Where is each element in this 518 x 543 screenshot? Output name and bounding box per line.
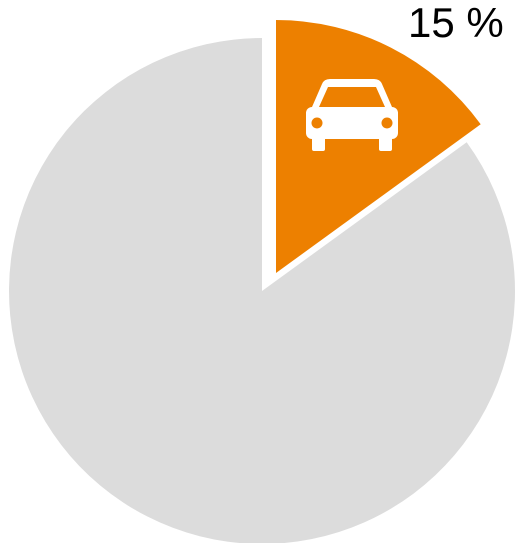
pie-slice-1 <box>8 38 515 543</box>
slice-label-car: 15 % <box>408 0 504 46</box>
car-icon <box>306 79 398 151</box>
pie-slices <box>8 20 515 543</box>
